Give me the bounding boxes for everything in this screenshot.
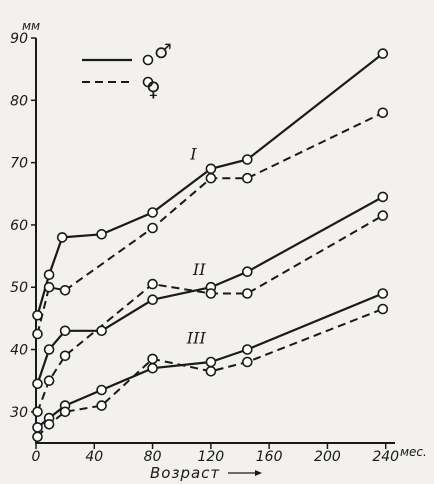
series	[32, 48, 389, 443]
ticks: 30 40 50 60 70 80 90 0 40 80 120 160 200 240	[10, 31, 399, 465]
point-ii-male	[43, 344, 55, 355]
point-ii-male	[59, 325, 71, 337]
curve-label-i: I	[189, 145, 197, 164]
point-iii-female	[32, 431, 43, 443]
y-tick-label: 60	[10, 218, 28, 234]
point-ii-female	[147, 278, 158, 290]
series-line-ii-female	[36, 214, 384, 413]
x-tick-label: 200	[314, 449, 341, 465]
point-i-male	[205, 163, 217, 175]
x-axis-label: Возраст	[150, 464, 220, 482]
point-i-male	[43, 269, 55, 281]
point-i-male	[56, 232, 68, 243]
legend-marker-female	[142, 76, 154, 88]
point-iii-male	[147, 362, 158, 374]
x-tick-label: 160	[256, 449, 283, 465]
point-i-male	[147, 207, 158, 218]
x-tick-label: 120	[197, 449, 224, 465]
point-i-female	[147, 222, 158, 234]
point-iii-female	[59, 406, 71, 418]
point-i-female	[377, 107, 389, 119]
axes	[35, 38, 395, 444]
legend: ♂ ♀	[82, 39, 172, 101]
series-line-i-female	[36, 111, 384, 335]
x-tick-label: 0	[32, 449, 41, 465]
point-ii-male	[242, 266, 253, 278]
point-ii-female	[242, 288, 253, 299]
point-i-female	[32, 328, 43, 340]
point-i-female	[205, 172, 217, 184]
point-ii-male	[32, 378, 43, 390]
point-i-male	[377, 48, 389, 59]
legend-symbol-female: ♀	[146, 77, 161, 101]
point-iii-male	[205, 356, 217, 368]
x-unit-label: мес.	[400, 445, 427, 459]
point-iii-male	[96, 384, 107, 396]
point-i-male	[242, 154, 253, 165]
point-iii-female	[242, 356, 253, 368]
point-ii-male	[377, 191, 389, 203]
point-ii-female	[32, 406, 43, 418]
x-tick-label: 40	[85, 449, 103, 465]
y-tick-label: 30	[10, 405, 28, 421]
point-iii-male	[377, 288, 389, 299]
legend-symbol-male: ♂	[154, 39, 172, 63]
point-i-female	[59, 284, 71, 296]
curve-label-ii: II	[192, 260, 206, 279]
point-ii-female	[43, 375, 55, 387]
point-iii-female	[377, 303, 389, 315]
legend-marker-male	[142, 54, 154, 66]
point-iii-female	[43, 418, 55, 430]
y-tick-label: 50	[10, 280, 28, 296]
y-tick-label: 70	[10, 156, 28, 172]
point-ii-male	[147, 294, 158, 306]
y-tick-label: 80	[10, 93, 28, 109]
point-i-male	[96, 229, 107, 240]
point-ii-male	[96, 325, 107, 337]
point-i-female	[242, 172, 253, 184]
y-tick-label: 40	[10, 343, 28, 359]
x-tick-label: 80	[144, 449, 162, 465]
point-iii-male	[242, 344, 253, 355]
point-ii-female	[205, 288, 217, 299]
x-tick-label: 240	[372, 449, 399, 465]
point-ii-female	[59, 350, 71, 362]
y-unit-label: мм	[22, 19, 40, 33]
x-axis-arrow-head	[255, 470, 262, 476]
curve-label-iii: III	[186, 328, 207, 347]
point-ii-female	[377, 210, 389, 221]
point-iii-female	[147, 353, 158, 365]
series-line-i-male	[36, 52, 384, 316]
point-i-female	[43, 281, 55, 293]
point-iii-male	[32, 422, 43, 433]
point-iii-female	[205, 365, 217, 377]
point-iii-female	[96, 400, 107, 411]
point-i-male	[32, 309, 43, 321]
x-axis-title: Возраст	[150, 464, 262, 482]
y-tick-label: 90	[10, 31, 28, 47]
